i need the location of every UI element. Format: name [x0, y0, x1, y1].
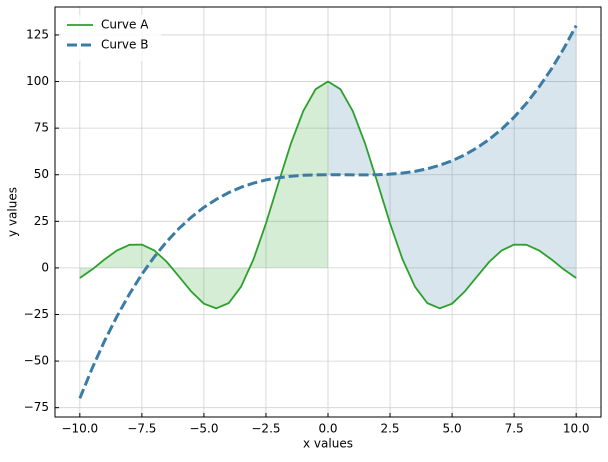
- x-axis-label: x values: [303, 437, 353, 451]
- y-tick-label: −50: [24, 354, 49, 368]
- x-tick-label: −2.5: [251, 422, 280, 436]
- y-tick-label: 100: [26, 74, 49, 88]
- y-tick-label: 125: [26, 27, 49, 41]
- fill-area: [328, 25, 577, 309]
- legend-box: [61, 15, 161, 61]
- y-tick-label: 25: [34, 214, 49, 228]
- x-tick-label: 7.5: [505, 422, 524, 436]
- x-tick-label: 5.0: [443, 422, 462, 436]
- fill-area: [79, 81, 329, 309]
- y-tick-label: −75: [24, 400, 49, 414]
- x-tick-label: −5.0: [189, 422, 218, 436]
- legend-label: Curve B: [101, 38, 148, 52]
- line: [78, 24, 578, 399]
- line: [79, 80, 577, 310]
- x-tick-label: 10.0: [563, 422, 590, 436]
- y-tick-label: 0: [41, 260, 49, 274]
- y-tick-label: 75: [34, 121, 49, 135]
- x-tick-label: −10.0: [61, 422, 98, 436]
- y-axis-label: y values: [6, 187, 20, 237]
- y-tick-label: −25: [24, 307, 49, 321]
- x-tick-label: 0.0: [318, 422, 337, 436]
- x-tick-label: 2.5: [380, 422, 399, 436]
- plot-frame: [54, 6, 602, 418]
- x-tick-label: −7.5: [127, 422, 156, 436]
- legend-label: Curve A: [101, 18, 149, 32]
- y-tick-label: 50: [34, 167, 49, 181]
